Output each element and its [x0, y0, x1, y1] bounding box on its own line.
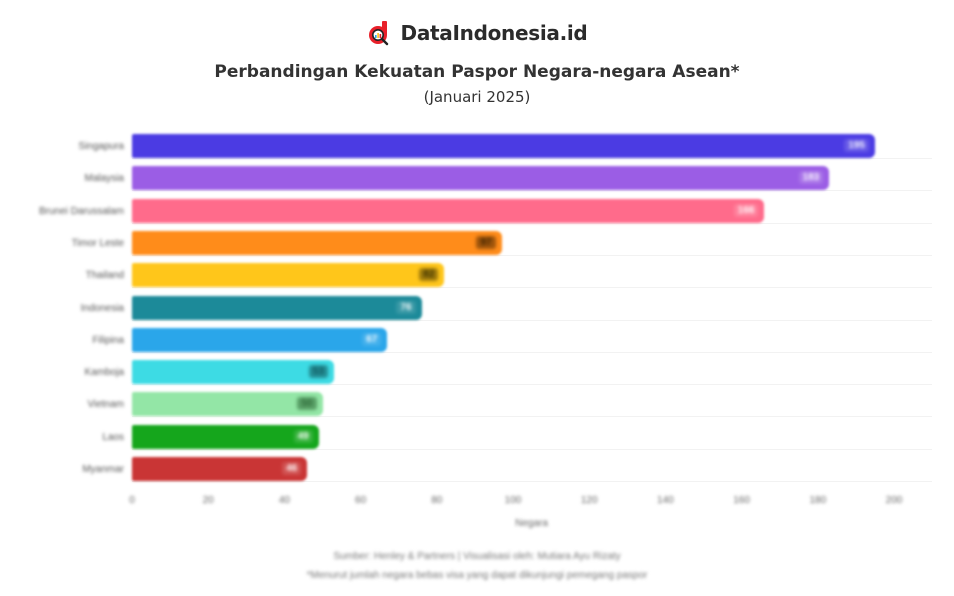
- x-tick-label: 120: [580, 495, 598, 506]
- bar-value-label: 195: [844, 139, 869, 152]
- x-tick-label: 60: [355, 495, 367, 506]
- bar-row: Myanmar 46: [82, 457, 932, 483]
- bar-row: Indonesia 76: [81, 295, 932, 322]
- bar-value-label: 166: [733, 203, 759, 217]
- gridline: [132, 222, 932, 224]
- bar[interactable]: 76: [132, 295, 422, 320]
- x-axis-label: Negara: [515, 518, 548, 529]
- category-label: Laos: [102, 431, 124, 443]
- bar-value-label: 49: [293, 429, 313, 443]
- bar-row: Singapura 195: [78, 134, 932, 160]
- bar[interactable]: 50: [132, 392, 323, 417]
- brand-name: DataIndonesia.id: [400, 21, 588, 45]
- gridline: [132, 416, 932, 418]
- bar-row: Timor Leste 97: [72, 230, 932, 257]
- bar[interactable]: 97: [132, 230, 502, 255]
- category-label: Thailand: [85, 270, 124, 282]
- bar-value-label: 183: [798, 171, 824, 185]
- category-label: Singapura: [78, 141, 124, 152]
- category-label: Indonesia: [80, 302, 124, 314]
- x-tick-label: 200: [885, 495, 903, 506]
- bar-row: Filipina 67: [92, 327, 932, 354]
- x-tick-label: 100: [504, 495, 522, 506]
- category-label: Vietnam: [87, 399, 124, 411]
- category-label: Myanmar: [82, 464, 124, 475]
- bar-row: Malaysia 183: [85, 166, 932, 192]
- x-tick-label: 160: [733, 495, 750, 506]
- x-tick-label: 80: [431, 495, 443, 506]
- bar-value-label: 67: [362, 332, 382, 346]
- gridline: [132, 287, 932, 289]
- category-label: Kamboja: [84, 367, 124, 379]
- bar-chart: Singapura 195 Malaysia 183 Brunei Darussalam…: [39, 133, 932, 506]
- source-note: Sumber: Henley & Partners | Visualisasi …: [333, 551, 621, 562]
- bar[interactable]: 183: [132, 166, 830, 191]
- bar-row: Vietnam 50: [87, 392, 932, 418]
- gridline: [132, 351, 932, 353]
- bar-row: Brunei Darussalam 166: [39, 198, 932, 225]
- bar-value-label: 46: [282, 462, 302, 475]
- chart-title: Perbandingan Kekuatan Paspor Negara-nega…: [214, 62, 740, 82]
- gridline: [132, 384, 932, 386]
- bar-value-label: 76: [396, 300, 416, 314]
- bar-value-label: 50: [297, 397, 317, 411]
- bar-row: Thailand 82: [86, 263, 932, 289]
- category-label: Malaysia: [84, 173, 124, 185]
- bar[interactable]: 53: [132, 360, 334, 385]
- x-tick-label: 0: [129, 495, 135, 506]
- gridline: [132, 190, 932, 192]
- x-tick-label: 140: [657, 495, 674, 506]
- magnifier-chart-icon: [367, 20, 391, 46]
- bar-value-label: 82: [419, 268, 439, 282]
- footnote: *Menurut jumlah negara bebas visa yang d…: [306, 570, 648, 581]
- x-tick-label: 40: [278, 495, 290, 506]
- bar[interactable]: 82: [132, 263, 445, 288]
- bar[interactable]: 67: [132, 327, 388, 352]
- gridline: [132, 448, 932, 450]
- x-tick-label: 20: [202, 495, 214, 506]
- gridline: [132, 158, 932, 159]
- gridline: [132, 319, 932, 321]
- gridline: [132, 481, 932, 482]
- brand-header: DataIndonesia.id: [0, 20, 954, 46]
- category-label: Filipina: [92, 334, 124, 346]
- bar-row: Kamboja 53: [85, 360, 932, 386]
- chart-subtitle: (Januari 2025): [423, 88, 531, 106]
- bar-value-label: 53: [308, 365, 328, 379]
- gridline: [132, 254, 932, 256]
- bar-row: Laos 49: [102, 424, 932, 451]
- bar[interactable]: 195: [132, 134, 875, 158]
- bar[interactable]: 46: [132, 457, 308, 481]
- bar[interactable]: 166: [132, 198, 765, 223]
- category-label: Timor Leste: [71, 237, 124, 249]
- bar[interactable]: 49: [132, 424, 319, 449]
- x-tick-label: 180: [809, 495, 827, 506]
- category-label: Brunei Darussalam: [38, 205, 124, 217]
- bar-value-label: 97: [476, 235, 496, 249]
